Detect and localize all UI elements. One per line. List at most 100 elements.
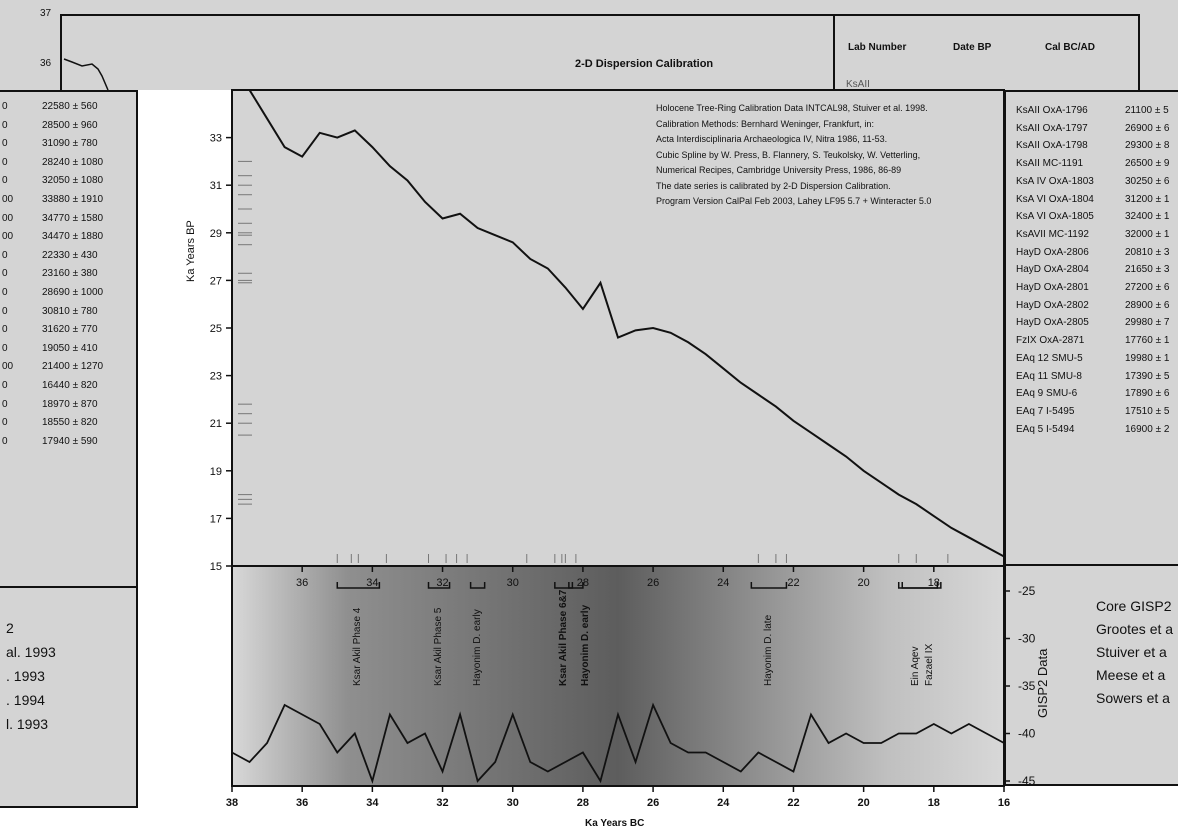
y-tick-label: 23 bbox=[210, 371, 222, 383]
right-table-date: 28900 ± 6 bbox=[1125, 299, 1170, 311]
table-header-lab: Lab Number bbox=[848, 42, 907, 53]
y-tick-label: 15 bbox=[210, 561, 222, 573]
calibration-curve bbox=[248, 90, 1004, 558]
left-table-col-b: 31620 ± 770 bbox=[42, 324, 98, 336]
left-table-col-b: 34470 ± 1880 bbox=[42, 231, 104, 243]
top-x-tick-label: 26 bbox=[647, 577, 659, 589]
left-table-col-b: 33880 ± 1910 bbox=[42, 194, 104, 205]
calibration-note: Acta Interdisciplinaria Archaeologica IV… bbox=[656, 134, 888, 144]
gisp-y-tick-label: -30 bbox=[1018, 632, 1036, 646]
phase-bracket bbox=[750, 582, 788, 589]
left-table-col-b: 21400 ± 1270 bbox=[42, 361, 104, 373]
left-table-col-a: 0 bbox=[2, 156, 8, 168]
x-tick-label: 26 bbox=[647, 797, 659, 809]
gisp-legend-entry: Sowers et a bbox=[1096, 690, 1170, 706]
left-table-col-a: 0 bbox=[2, 398, 8, 410]
y-tick-label: 19 bbox=[210, 466, 222, 478]
calibration-note: Cubic Spline by W. Press, B. Flannery, S… bbox=[656, 149, 921, 160]
right-table-date: 32400 ± 1 bbox=[1125, 211, 1170, 223]
right-table-date: 16900 ± 2 bbox=[1125, 423, 1170, 435]
x-tick-label: 28 bbox=[577, 797, 589, 809]
gisp-y-tick-label: -25 bbox=[1018, 584, 1036, 598]
gisp-legend-panel bbox=[1004, 564, 1178, 786]
right-table-lab: HayD OxA-2805 bbox=[1016, 317, 1089, 329]
right-table-lab: EAq 11 SMU-8 bbox=[1016, 370, 1082, 382]
left-table-col-b: 18970 ± 870 bbox=[42, 398, 98, 410]
left-table-col-a: 0 bbox=[2, 249, 8, 261]
gisp-legend-entry: Meese et a bbox=[1096, 667, 1166, 683]
chart-title: 2-D Dispersion Calibration bbox=[575, 58, 714, 70]
left-table-col-a: 0 bbox=[2, 324, 8, 336]
right-table-lab: KsAVII MC-1192 bbox=[1016, 228, 1089, 240]
right-table-lab: KsAII OxA-1797 bbox=[1016, 122, 1088, 134]
left-reference: l. 1993 bbox=[6, 716, 49, 732]
calibration-note: Calibration Methods: Bernhard Weninger, … bbox=[656, 118, 874, 129]
gisp-y-tick-label: -40 bbox=[1018, 727, 1036, 741]
table-first-lab-partial: KsAII bbox=[846, 79, 870, 90]
right-table-date: 20810 ± 3 bbox=[1125, 246, 1170, 258]
left-table-col-b: 19050 ± 410 bbox=[42, 342, 98, 354]
y-tick-label: 29 bbox=[210, 228, 222, 240]
gisp-plot-frame bbox=[231, 565, 1005, 787]
left-table-col-b: 22580 ± 560 bbox=[42, 101, 98, 112]
x-tick-label: 34 bbox=[366, 797, 379, 809]
top-x-tick-label: 18 bbox=[928, 577, 940, 589]
right-table-lab: KsA IV OxA-1803 bbox=[1016, 175, 1094, 187]
left-table-col-b: 23160 ± 380 bbox=[42, 268, 98, 280]
table-header-cal: Cal BC/AD bbox=[1045, 42, 1096, 53]
right-table-lab: HayD OxA-2804 bbox=[1016, 264, 1089, 276]
left-reference: . 1993 bbox=[6, 668, 45, 684]
gisp-y-axis-label: GISP2 Data bbox=[1035, 648, 1050, 718]
right-table-date: 27200 ± 6 bbox=[1125, 282, 1170, 293]
phase-label: Ein Aqev bbox=[909, 646, 921, 686]
right-table-date: 32000 ± 1 bbox=[1125, 228, 1170, 240]
right-table-date: 21100 ± 5 bbox=[1125, 105, 1169, 116]
left-table-col-a: 0 bbox=[2, 417, 8, 429]
right-table-lab: HayD OxA-2802 bbox=[1016, 299, 1089, 311]
right-table-lab: HayD OxA-2801 bbox=[1016, 282, 1089, 293]
top-x-tick-label: 22 bbox=[787, 577, 799, 589]
right-table-date: 29300 ± 8 bbox=[1125, 140, 1170, 152]
x-tick-label: 30 bbox=[507, 797, 519, 809]
upper-plot-bg bbox=[232, 90, 1004, 566]
x-tick-label: 38 bbox=[226, 797, 238, 809]
left-table-col-a: 00 bbox=[2, 231, 14, 243]
phase-label: Ksar Akil Phase 6&7 bbox=[557, 589, 569, 686]
top-x-tick-label: 32 bbox=[436, 577, 448, 589]
right-table-date: 17760 ± 1 bbox=[1125, 335, 1170, 347]
y-tick-label: 21 bbox=[210, 418, 222, 430]
phase-bracket bbox=[568, 582, 584, 589]
phase-label: Hayonim D. late bbox=[762, 614, 774, 686]
back-divider bbox=[833, 14, 835, 90]
right-table-date: 31200 ± 1 bbox=[1125, 193, 1170, 205]
right-table-lab: EAq 9 SMU-6 bbox=[1016, 388, 1078, 400]
left-table-col-a: 0 bbox=[2, 101, 8, 112]
phase-label: Ksar Akil Phase 4 bbox=[352, 607, 364, 686]
left-table-col-a: 00 bbox=[2, 212, 14, 224]
left-table-col-b: 18550 ± 820 bbox=[42, 417, 98, 429]
y-tick-label: 33 bbox=[210, 133, 222, 145]
table-header-date: Date BP bbox=[953, 42, 992, 53]
right-table-date: 17390 ± 5 bbox=[1125, 370, 1170, 382]
right-table-lab: KsA VI OxA-1804 bbox=[1016, 193, 1094, 205]
phase-label: Hayonim D. early bbox=[471, 609, 483, 686]
left-table-col-b: 28690 ± 1000 bbox=[42, 287, 104, 298]
right-table-date: 17890 ± 6 bbox=[1125, 388, 1170, 400]
left-table-panel bbox=[0, 90, 138, 588]
phase-bracket bbox=[901, 582, 939, 589]
left-table-col-a: 00 bbox=[2, 194, 14, 205]
x-tick-label: 18 bbox=[928, 797, 940, 809]
gisp-y-tick-label: -45 bbox=[1018, 774, 1036, 788]
left-table-col-a: 0 bbox=[2, 119, 8, 131]
x-tick-label: 20 bbox=[858, 797, 870, 809]
x-tick-label: 32 bbox=[436, 797, 448, 809]
left-table-col-b: 32050 ± 1080 bbox=[42, 175, 104, 187]
calibration-note: The date series is calibrated by 2-D Dis… bbox=[656, 180, 891, 191]
y-axis-label: Ka Years BP bbox=[185, 220, 197, 282]
left-table-col-a: 0 bbox=[2, 268, 8, 280]
x-tick-label: 36 bbox=[296, 797, 308, 809]
right-table-date: 26500 ± 9 bbox=[1125, 158, 1170, 170]
back-frame bbox=[60, 14, 1140, 90]
upper-left-tick-36: 36 bbox=[40, 58, 52, 69]
